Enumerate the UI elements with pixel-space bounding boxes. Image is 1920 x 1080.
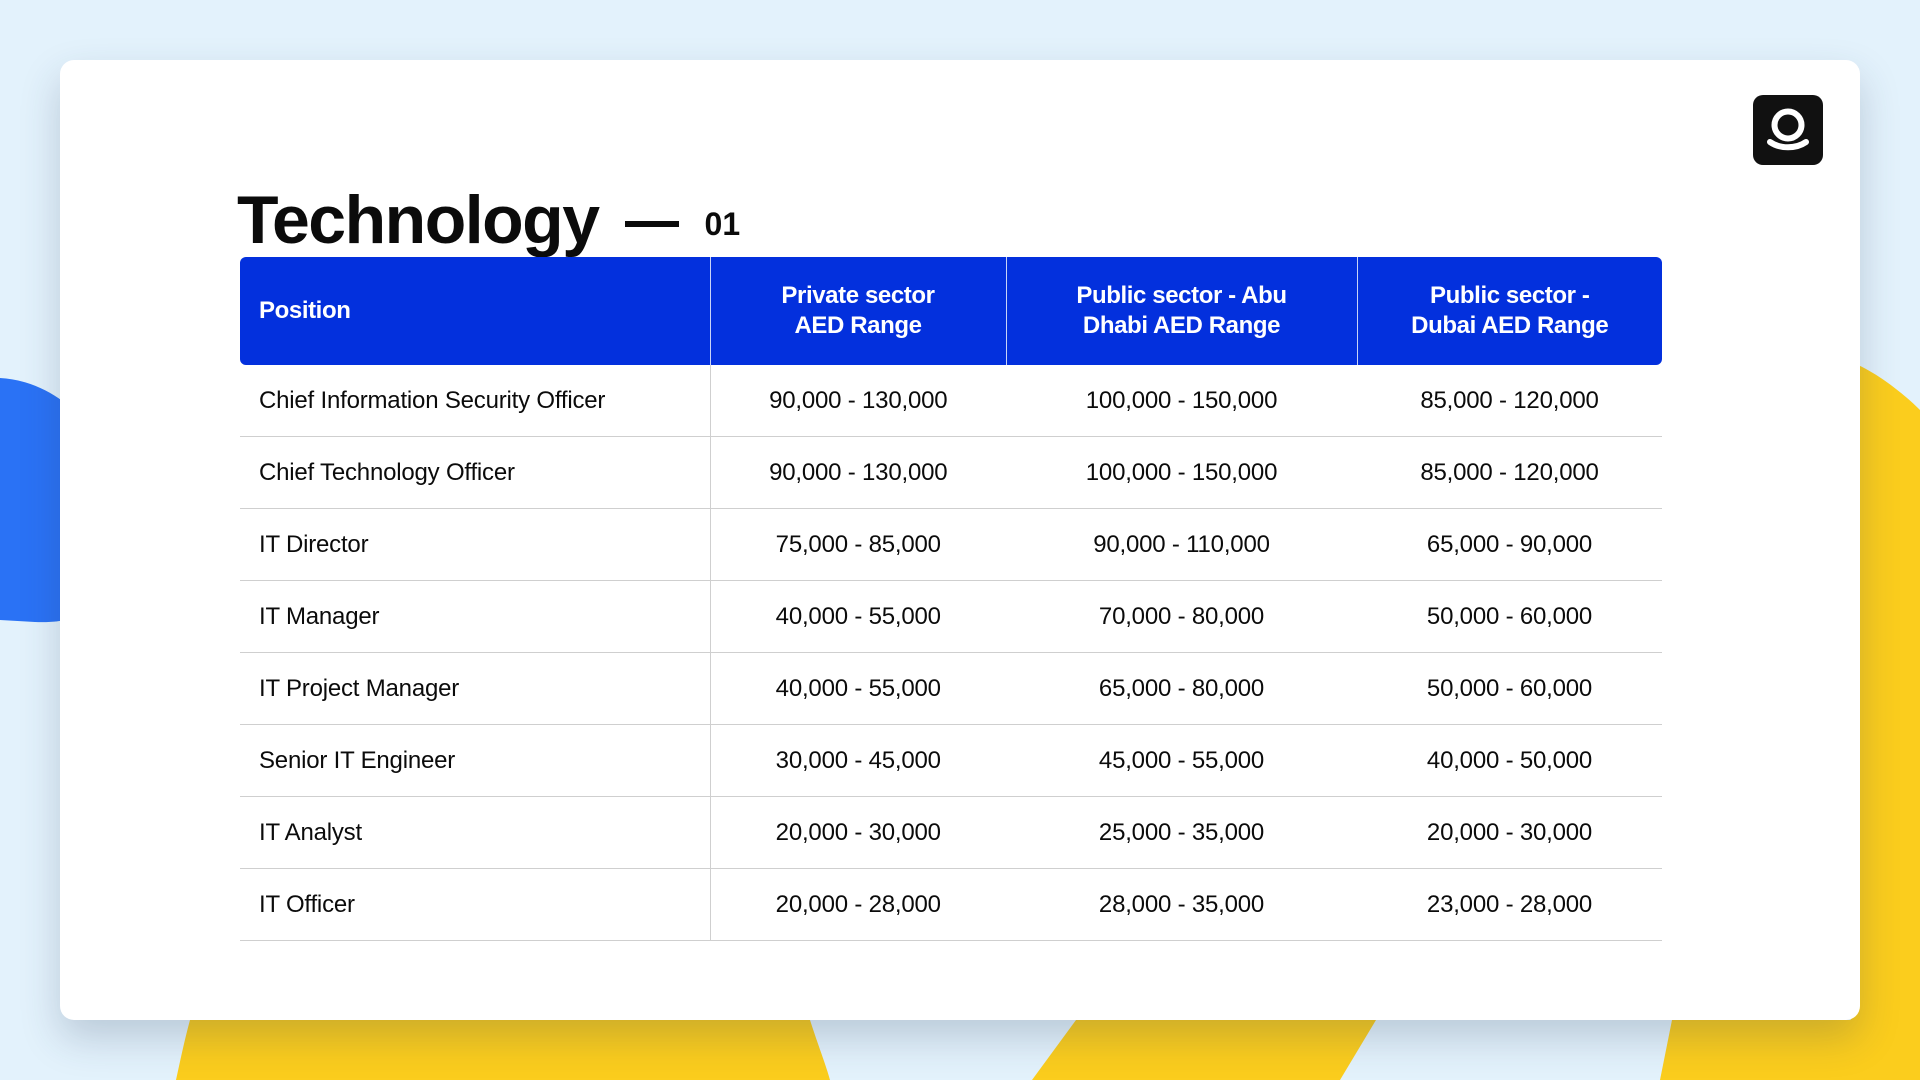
table-row: Chief Technology Officer 90,000 - 130,000… — [240, 436, 1662, 509]
cell-dubai-range: 50,000 - 60,000 — [1357, 652, 1662, 725]
cell-position: IT Manager — [240, 580, 711, 653]
table-row: Senior IT Engineer 30,000 - 45,000 45,000 … — [240, 724, 1662, 797]
header-position: Position — [240, 257, 710, 365]
cell-dubai-range: 20,000 - 30,000 — [1357, 796, 1662, 869]
cell-abu-dhabi-range: 100,000 - 150,000 — [1006, 365, 1357, 437]
cell-abu-dhabi-range: 65,000 - 80,000 — [1006, 652, 1357, 725]
cell-dubai-range: 85,000 - 120,000 — [1357, 365, 1662, 437]
cell-abu-dhabi-range: 90,000 - 110,000 — [1006, 508, 1357, 581]
cell-private-range: 30,000 - 45,000 — [710, 724, 1006, 797]
header-private-sector: Private sector AED Range — [709, 257, 1006, 365]
cell-private-range: 20,000 - 28,000 — [710, 868, 1006, 941]
table-header-row: Position Private sector AED Range Public se… — [240, 257, 1662, 365]
title-dash — [624, 221, 679, 227]
cell-position: Chief Information Security Officer — [240, 365, 711, 437]
cell-position: Senior IT Engineer — [240, 724, 711, 797]
table-row: IT Director 75,000 - 85,000 90,000 - 110,0… — [240, 508, 1662, 581]
table-row: Chief Information Security Officer 90,000… — [240, 365, 1662, 437]
page-title: Technology — [237, 182, 600, 258]
page-number: 01 — [704, 205, 741, 242]
table-row: IT Analyst 20,000 - 30,000 25,000 - 35,000… — [240, 796, 1662, 869]
cell-position: IT Analyst — [240, 796, 711, 869]
header-label-line: Public sector - Abu — [1076, 282, 1287, 309]
cell-position: Chief Technology Officer — [240, 436, 711, 509]
cell-dubai-range: 65,000 - 90,000 — [1357, 508, 1662, 581]
cell-private-range: 90,000 - 130,000 — [710, 436, 1006, 509]
cell-abu-dhabi-range: 45,000 - 55,000 — [1006, 724, 1357, 797]
table-body: Chief Information Security Officer 90,000… — [240, 365, 1662, 941]
cell-dubai-range: 23,000 - 28,000 — [1357, 868, 1662, 941]
header-label-line: Dubai AED Range — [1411, 312, 1609, 339]
cell-position: IT Officer — [240, 868, 711, 941]
table-row: IT Manager 40,000 - 55,000 70,000 - 80,000… — [240, 580, 1662, 653]
yellow-shape-bottom-right — [1660, 1020, 1920, 1080]
header-public-dubai: Public sector - Dubai AED Range — [1356, 257, 1662, 365]
header-public-abu-dhabi: Public sector - Abu Dhabi AED Range — [1005, 257, 1357, 365]
cell-private-range: 40,000 - 55,000 — [710, 580, 1006, 653]
cell-abu-dhabi-range: 28,000 - 35,000 — [1006, 868, 1357, 941]
cell-position: IT Project Manager — [240, 652, 711, 725]
cell-dubai-range: 85,000 - 120,000 — [1357, 436, 1662, 509]
cell-abu-dhabi-range: 100,000 - 150,000 — [1006, 436, 1357, 509]
cell-dubai-range: 40,000 - 50,000 — [1357, 724, 1662, 797]
cell-dubai-range: 50,000 - 60,000 — [1357, 580, 1662, 653]
table-row: IT Project Manager 40,000 - 55,000 65,000 … — [240, 652, 1662, 725]
header-label-line: Public sector - — [1430, 282, 1590, 309]
cell-private-range: 90,000 - 130,000 — [710, 365, 1006, 437]
header-label-line: Dhabi AED Range — [1082, 312, 1281, 339]
yellow-shape-bottom-left — [176, 1020, 830, 1080]
content-card: Technology 01 Position Private sector AED … — [60, 60, 1860, 1020]
header-label-line: Private sector — [781, 282, 935, 309]
q-logo-icon — [1753, 95, 1823, 165]
yellow-shape-bottom-mid — [1032, 1020, 1376, 1080]
header-label-line: Position — [259, 297, 351, 324]
header-label-line: AED Range — [794, 312, 922, 339]
table-row: IT Officer 20,000 - 28,000 28,000 - 35,000… — [240, 868, 1662, 941]
salary-table: Position Private sector AED Range Public se… — [240, 257, 1662, 941]
cell-private-range: 75,000 - 85,000 — [710, 508, 1006, 581]
cell-position: IT Director — [240, 508, 711, 581]
cell-private-range: 40,000 - 55,000 — [710, 652, 1006, 725]
title-row: Technology 01 — [237, 170, 740, 270]
yellow-blob-right — [1850, 365, 1920, 1080]
cell-abu-dhabi-range: 70,000 - 80,000 — [1006, 580, 1357, 653]
cell-abu-dhabi-range: 25,000 - 35,000 — [1006, 796, 1357, 869]
cell-private-range: 20,000 - 30,000 — [710, 796, 1006, 869]
